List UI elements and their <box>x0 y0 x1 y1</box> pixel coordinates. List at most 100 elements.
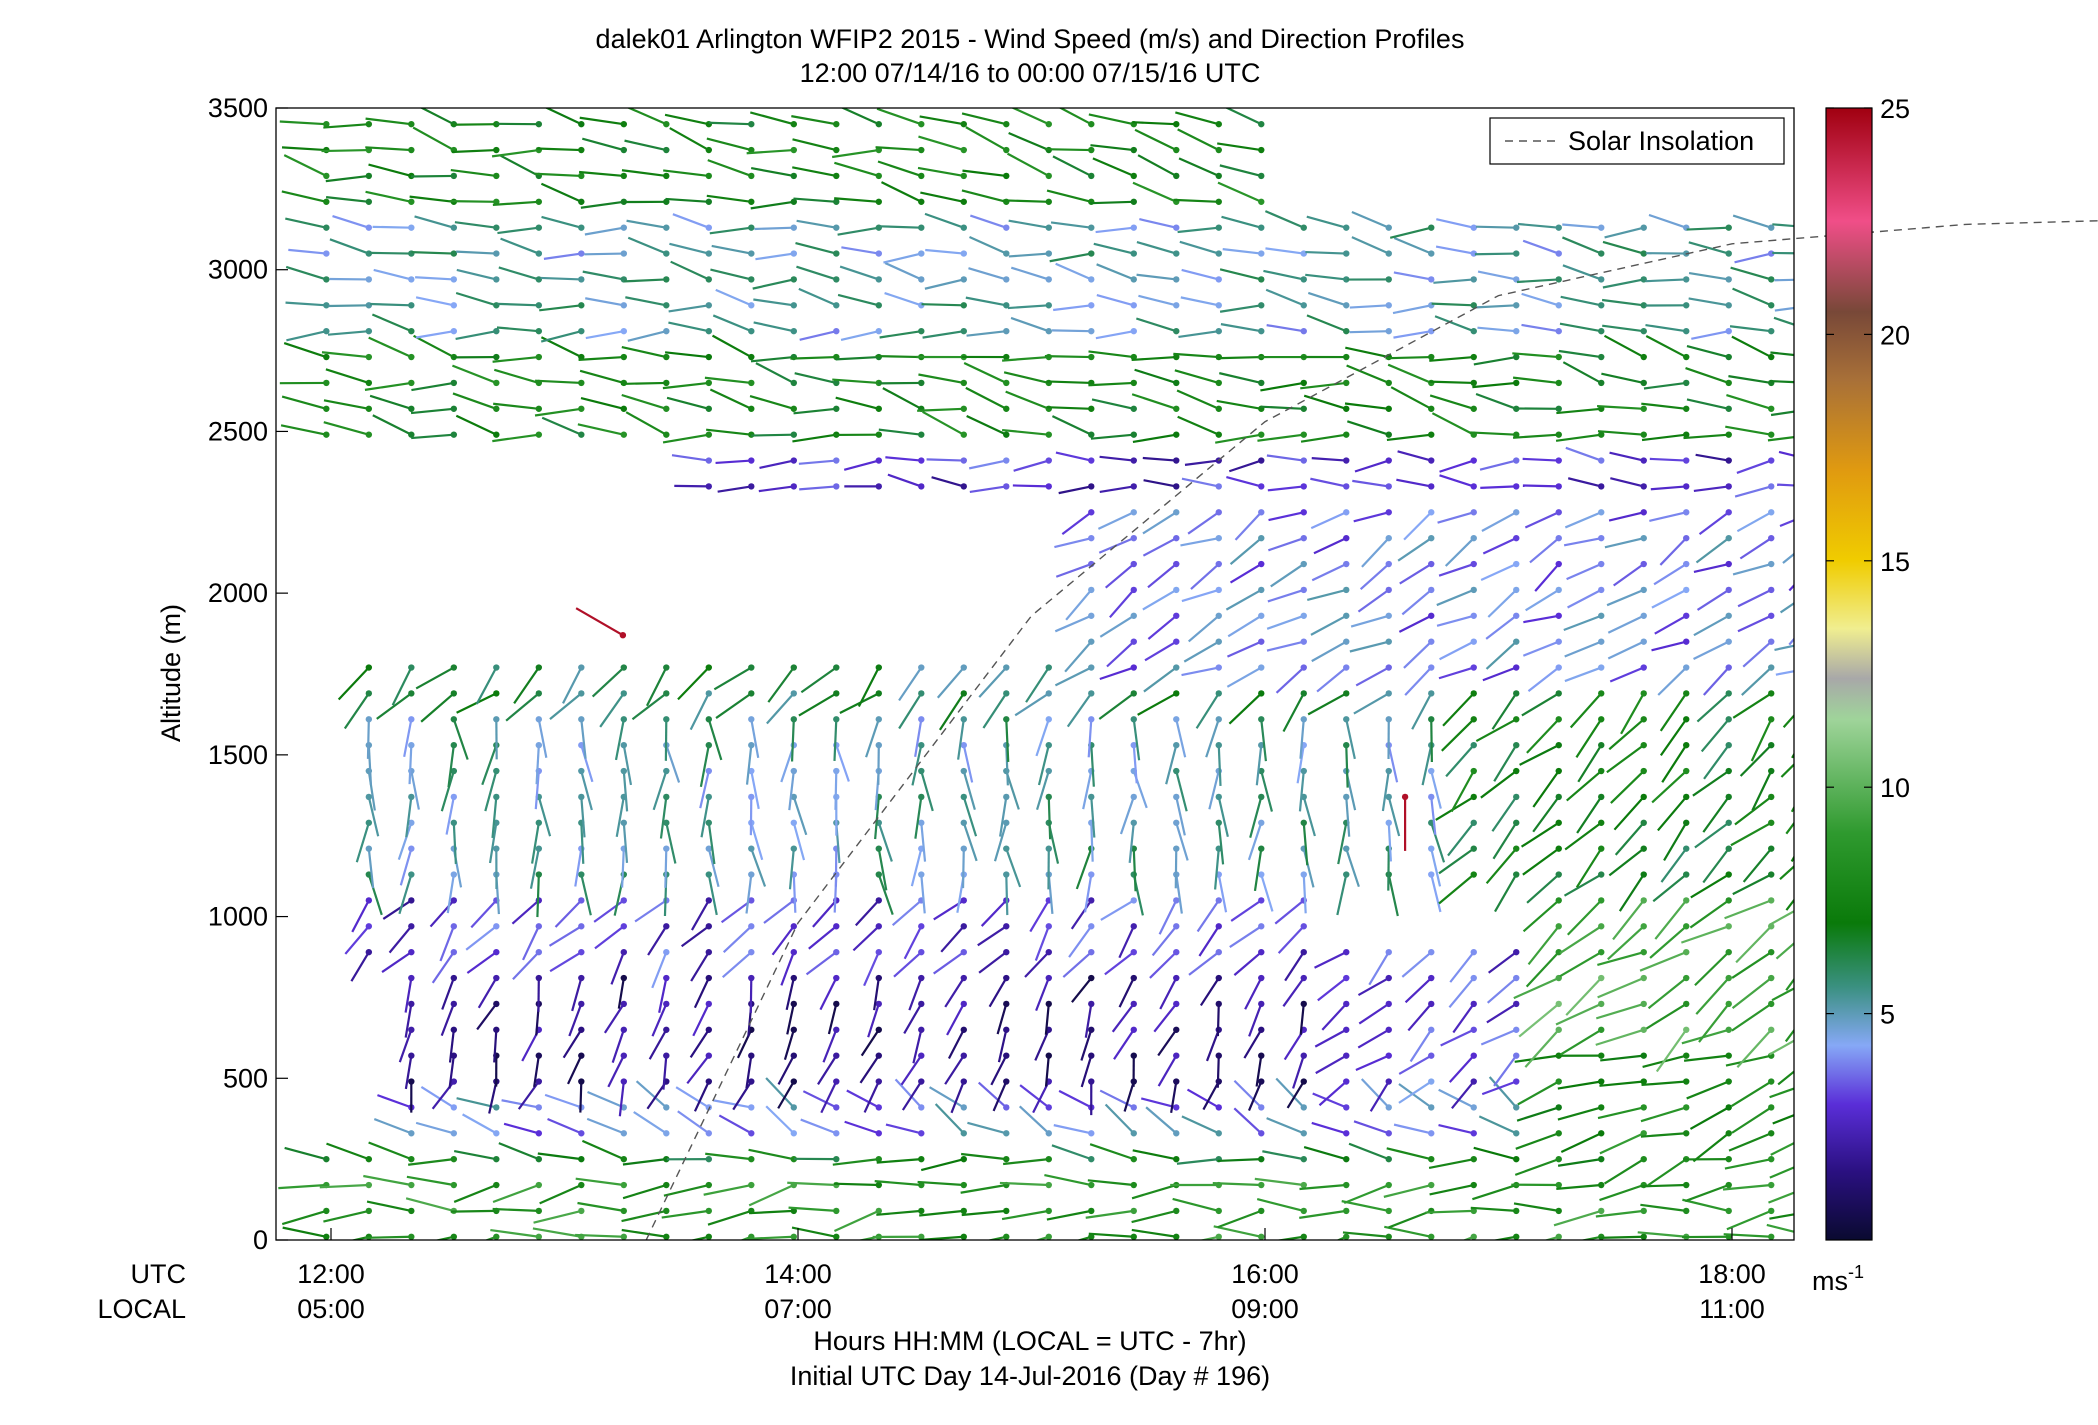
wind-barb <box>1262 1150 1307 1163</box>
wind-barb <box>1979 1104 2030 1115</box>
wind-barb <box>2023 399 2072 412</box>
wind-barb <box>1226 638 1265 658</box>
wind-barb <box>969 236 1010 257</box>
wind-barb <box>840 327 882 341</box>
wind-barb <box>1897 1104 1945 1110</box>
wind-barb <box>1137 690 1180 716</box>
wind-barb <box>1955 664 1987 693</box>
wind-barb <box>1054 664 1095 687</box>
wind-barb <box>765 1105 797 1137</box>
wind-barb <box>440 1000 458 1037</box>
wind-barb <box>281 1207 330 1226</box>
wind-barb <box>391 664 415 706</box>
wind-barb <box>624 139 670 154</box>
wind-barb <box>456 250 500 257</box>
wind-barb <box>1088 1078 1095 1116</box>
wind-barb <box>963 362 1010 387</box>
wind-barb <box>820 1078 840 1114</box>
wind-barb <box>584 250 628 257</box>
wind-barb <box>1253 845 1265 892</box>
wind-barb <box>411 431 458 440</box>
wind-barb <box>621 1228 670 1240</box>
wind-barb <box>1219 302 1265 313</box>
wind-barb <box>857 664 882 708</box>
wind-barb <box>1312 1092 1350 1111</box>
wind-barb <box>798 287 840 309</box>
wind-barb <box>2077 535 2098 551</box>
wind-barb <box>765 1077 797 1111</box>
wind-barb <box>531 819 543 864</box>
wind-barb <box>462 1113 500 1137</box>
wind-barb <box>1233 1079 1265 1111</box>
wind-barb <box>1943 338 1987 360</box>
wind-barb <box>900 1052 925 1086</box>
wind-barb <box>796 265 840 283</box>
wind-barb <box>1257 431 1307 442</box>
wind-barb <box>879 327 925 339</box>
wind-barb <box>2069 949 2098 980</box>
wind-barb <box>988 974 1010 1008</box>
wind-barb <box>1978 1204 2029 1214</box>
wind-barb <box>1095 224 1137 234</box>
wind-barb <box>1895 1234 1944 1253</box>
wind-barb <box>415 327 458 339</box>
wind-barb <box>501 1099 543 1111</box>
wind-barb <box>1980 1027 2029 1047</box>
wind-barb <box>547 1117 585 1137</box>
wind-barb <box>620 767 629 812</box>
wind-barb <box>894 1078 925 1111</box>
wind-barb <box>872 1233 925 1240</box>
wind-barb <box>456 268 500 283</box>
wind-barb <box>578 1078 585 1113</box>
wind-barb <box>651 1000 670 1037</box>
wind-barb <box>854 897 882 927</box>
wind-barb <box>918 871 926 914</box>
wind-barb <box>753 321 797 335</box>
wind-barb <box>440 767 458 812</box>
wind-barb <box>2004 820 2029 859</box>
wind-barb <box>793 197 840 205</box>
wind-barb <box>631 690 670 721</box>
wind-barb <box>610 948 628 985</box>
wind-barb <box>834 161 882 180</box>
wind-barb <box>1049 250 1095 263</box>
wind-barb <box>670 260 713 283</box>
wind-barb <box>1268 509 1307 522</box>
wind-barb <box>620 819 629 863</box>
wind-barb <box>2047 690 2071 730</box>
wind-barb <box>1286 1078 1307 1109</box>
wind-barb <box>1941 949 1987 973</box>
wind-barb <box>2065 871 2098 897</box>
wind-barb <box>1317 974 1350 1002</box>
wind-barb <box>1119 793 1137 835</box>
wind-barb <box>1134 128 1180 154</box>
wind-barb <box>493 402 543 412</box>
wind-barb <box>968 457 1010 470</box>
wind-barb <box>966 414 1010 438</box>
wind-barb <box>351 897 373 933</box>
wind-barb <box>1940 1230 1987 1240</box>
wind-barb <box>2000 638 2030 671</box>
wind-barb <box>568 1000 585 1037</box>
wind-barb <box>844 483 882 490</box>
wind-barb <box>960 741 974 783</box>
wind-barb <box>453 1149 500 1163</box>
wind-barb <box>1159 974 1180 1010</box>
wind-barb <box>1037 741 1052 786</box>
wind-barb <box>960 845 967 889</box>
colorbar-unit-label: ms-1 <box>1812 1262 1864 1296</box>
wind-barb <box>484 767 500 812</box>
wind-barb <box>1270 560 1307 588</box>
wind-barb <box>920 1155 967 1172</box>
wind-barb <box>1277 923 1307 954</box>
wind-barb <box>1311 560 1350 582</box>
wind-barb <box>833 716 840 761</box>
wind-barb <box>1181 586 1222 603</box>
wind-barb <box>593 897 628 923</box>
wind-barb <box>817 1052 840 1085</box>
wind-barb <box>1181 1115 1222 1137</box>
wind-barb <box>911 741 925 786</box>
wind-barb <box>2036 638 2072 658</box>
wind-barb <box>1945 1027 1987 1059</box>
wind-barb <box>833 431 882 438</box>
